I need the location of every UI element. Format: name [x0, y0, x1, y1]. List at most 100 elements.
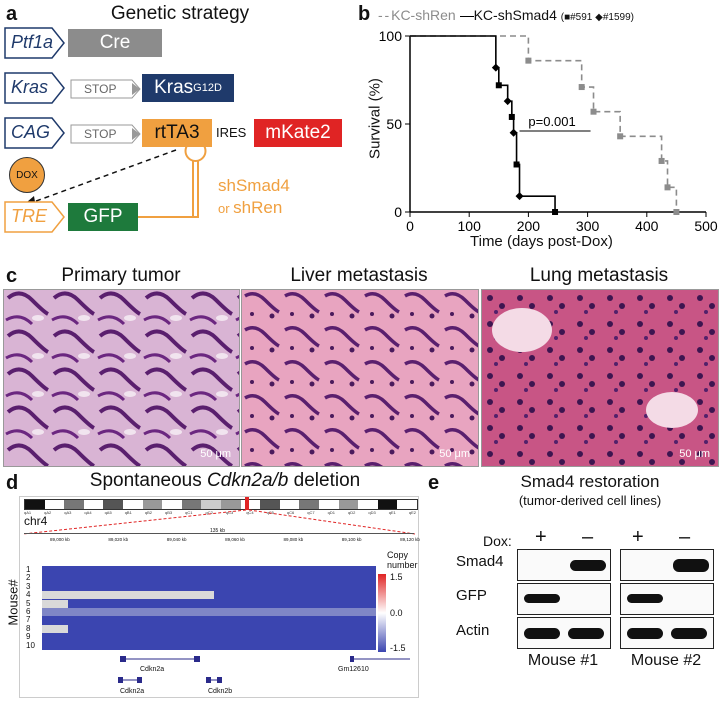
mouse-number: 6	[26, 607, 31, 617]
censor-marker	[508, 113, 515, 120]
dox-minus-2: –	[679, 526, 691, 548]
band-label: qC3	[225, 510, 234, 515]
chromosome-label: chr4	[24, 514, 48, 528]
deletion-row-4	[42, 591, 214, 599]
colorbar-tick-bottom: -1.5	[390, 643, 406, 653]
ptf1a-label: Ptf1a	[11, 32, 54, 52]
x-tick-label: 100	[458, 218, 482, 234]
row-label-smad4: Smad4	[456, 553, 504, 570]
band-label: qC5	[266, 510, 274, 515]
heatmap-y-label: Mouse#	[5, 579, 21, 626]
x-tick-label: 500	[694, 218, 718, 234]
mkate2-box: mKate2	[254, 119, 342, 147]
gene-label-cdkn2a-1: Cdkn2a	[140, 666, 165, 673]
censor-marker	[578, 84, 585, 91]
panel-e-subtitle: (tumor-derived cell lines)	[518, 493, 662, 508]
colorbar-title: Copy number	[387, 550, 418, 570]
blot-gfp-mouse1	[517, 583, 611, 615]
position-label: 89,080 kb	[283, 537, 304, 542]
mouse-number: 1	[26, 565, 31, 574]
blot-actin-mouse2	[620, 617, 714, 649]
censor-marker	[491, 63, 500, 72]
dox-plus-2: +	[632, 526, 644, 548]
censor-marker	[664, 184, 671, 191]
zoom-lines	[22, 509, 416, 535]
position-label: 89,020 kb	[108, 537, 129, 542]
censor-marker	[617, 133, 624, 140]
mouse-number: 10	[26, 640, 35, 650]
cag-label: CAG	[11, 122, 51, 142]
x-axis-label: Time (days post-Dox)	[470, 233, 613, 250]
blot-actin-mouse1	[517, 617, 611, 649]
x-tick-label: 400	[635, 218, 659, 234]
censor-marker	[513, 161, 520, 168]
chromosome-ideogram	[24, 499, 418, 510]
kras-promoter: Kras	[4, 72, 65, 104]
cag-promoter: CAG	[4, 117, 65, 149]
mouse-number: 5	[26, 598, 31, 608]
blot-gfp-mouse2	[620, 583, 714, 615]
band-label: qA3	[64, 510, 72, 515]
y-tick-label: 100	[379, 28, 403, 44]
panel-d-letter: d	[6, 472, 19, 494]
mouse1-label: Mouse #1	[527, 652, 599, 669]
deletion-row-5	[42, 600, 68, 608]
liver-metastasis-image: 50 μm	[241, 289, 479, 467]
igv-frame	[19, 496, 419, 698]
scale-bar-1: 50 μm	[200, 448, 231, 460]
band-label: qA2	[44, 510, 52, 515]
colorbar-tick-mid: 0.0	[390, 608, 403, 618]
mouse-number: 3	[26, 581, 31, 591]
position-label: 89,000 kb	[50, 537, 70, 542]
legend-smad: KC-shSmad4	[473, 7, 557, 23]
position-label: 89,040 kb	[166, 537, 187, 542]
mouse-number: 9	[26, 632, 31, 642]
lung-metastasis-image: 50 μm	[481, 289, 719, 467]
censor-marker	[509, 128, 518, 137]
hairpin-label-top: shSmad4	[218, 176, 290, 195]
gene-label-cdkn2a-2: Cdkn2a	[120, 688, 145, 695]
band-label: qB3	[164, 510, 173, 515]
primary-tumor-title: Primary tumor	[61, 265, 181, 286]
region-marker	[245, 497, 249, 510]
panel-c-letter: c	[6, 265, 18, 287]
dox-label: Dox:	[483, 533, 512, 549]
censor-marker	[552, 209, 559, 215]
kras-label: Kras	[11, 77, 49, 97]
band-label: qD3	[368, 510, 376, 515]
survival-chart: 0 100 200 300 400 500 0 50 100 p=0.001	[379, 28, 718, 234]
x-tick-label: 300	[576, 218, 600, 234]
lung-metastasis-title: Lung metastasis	[529, 265, 669, 286]
band-label: qA1	[24, 510, 32, 515]
legend-ren: KC-shRen	[391, 7, 456, 23]
cre-box: Cre	[68, 29, 162, 57]
x-tick-label: 200	[517, 218, 541, 234]
mouse-number: 4	[26, 590, 31, 600]
gfp-box: GFP	[68, 203, 138, 231]
panel-a-letter: a	[6, 3, 18, 25]
band-label: qB1	[124, 510, 132, 515]
deletion-row-8	[42, 625, 68, 633]
blot-smad4-mouse2	[620, 549, 714, 581]
y-tick-label: 50	[386, 116, 402, 132]
deletion-row-6	[42, 608, 376, 616]
mouse-number: 2	[26, 573, 31, 583]
position-label: 89,060 kb	[225, 537, 245, 542]
shrna-hairpin-icon	[138, 140, 207, 218]
colorbar-tick-top: 1.5	[390, 572, 403, 582]
gene-label-gm12610: Gm12610	[338, 666, 369, 673]
censor-marker	[658, 157, 665, 164]
y-tick-label: 0	[394, 204, 402, 220]
band-label: qE2	[408, 510, 416, 515]
kras-g12d-box: Kras G12D	[142, 74, 234, 102]
scale-bar-2: 50 μm	[439, 448, 470, 460]
panel-b-letter: b	[358, 3, 371, 25]
censor-marker	[515, 192, 524, 201]
mouse-number: 8	[26, 623, 31, 633]
panel-e-title: Smad4 restoration	[520, 472, 660, 491]
censor-marker	[673, 209, 680, 215]
ruler	[24, 533, 414, 534]
primary-tumor-image: 50 μm	[3, 289, 240, 467]
band-label: qD1	[327, 510, 335, 515]
band-label: qE1	[388, 510, 396, 515]
